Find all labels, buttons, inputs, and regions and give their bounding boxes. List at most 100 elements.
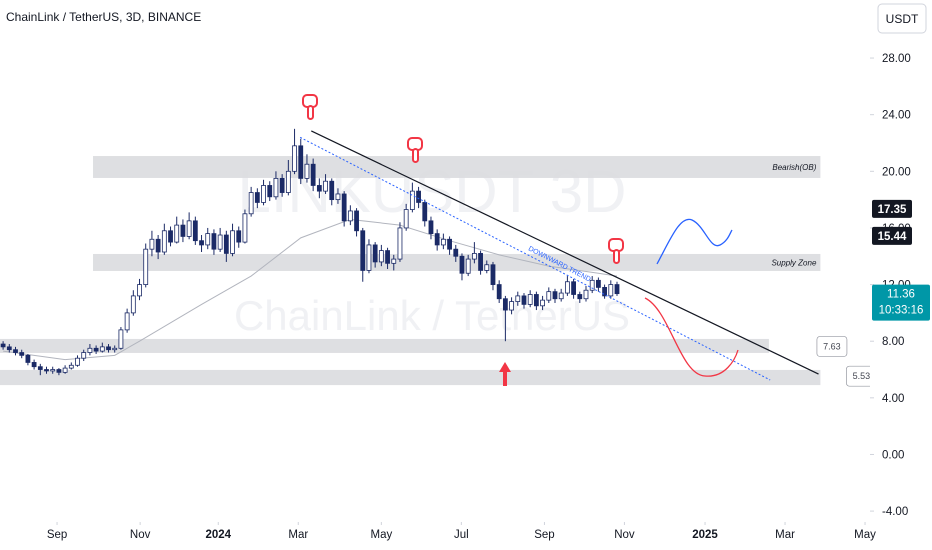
candle-body — [329, 180, 335, 201]
candle-body — [378, 250, 384, 263]
candle-body — [509, 301, 514, 311]
candle-body — [502, 298, 508, 311]
currency-button[interactable] — [877, 3, 927, 34]
candle-body — [205, 233, 211, 246]
x-tick-label: May — [370, 529, 392, 541]
currency[interactable]: USDT — [886, 12, 919, 26]
candle-body — [316, 185, 322, 192]
candle-body — [347, 210, 353, 222]
candle-body — [447, 238, 452, 250]
candle-body — [155, 238, 161, 253]
candle-body — [558, 292, 564, 300]
candle-body — [180, 224, 186, 237]
time-axis-bg — [0, 522, 932, 550]
pointing-hand-icon — [407, 137, 423, 163]
candle-body — [242, 213, 248, 243]
candle-body — [37, 366, 43, 370]
candle-body — [608, 284, 614, 297]
price-marker-box — [872, 226, 912, 245]
countdown: 10:33:16 — [879, 305, 924, 317]
y-tick-label: -4.00 — [882, 506, 908, 518]
candle-body — [149, 238, 155, 250]
candle-body — [471, 253, 477, 260]
x-tick-label: 2025 — [692, 529, 718, 541]
x-tick-label: Jul — [454, 529, 469, 541]
candle-body — [87, 347, 93, 353]
candle-body — [602, 287, 607, 297]
candle-body — [261, 185, 266, 203]
candle-body — [478, 253, 483, 271]
y-tick-label: 0.00 — [882, 449, 904, 461]
candle-body — [68, 364, 74, 369]
range-label: 7.63 — [823, 341, 841, 351]
candle-body — [546, 291, 552, 301]
candle-body — [137, 284, 142, 297]
candle-body — [174, 224, 180, 243]
price-labels: 17.35 15.44 11.36 10:33:16 — [872, 199, 930, 321]
range-label-box — [816, 336, 848, 357]
candle-body — [360, 230, 366, 271]
projections — [644, 218, 739, 377]
price-axis-bg — [870, 0, 932, 550]
candle-body — [62, 367, 68, 373]
last-price-box — [872, 284, 930, 321]
candle-body — [521, 295, 527, 305]
candle-body — [112, 347, 118, 351]
candle-body — [279, 177, 285, 193]
y-tick-label: 8.00 — [882, 336, 904, 348]
candle-body — [391, 258, 397, 264]
candle-body — [366, 244, 372, 271]
candle-body — [515, 295, 521, 302]
x-tick-label: May — [854, 529, 876, 541]
candle-body — [453, 248, 459, 257]
candle-body — [465, 258, 471, 274]
candle-body — [254, 192, 260, 203]
candle-body — [230, 230, 235, 254]
price-marker-box — [872, 199, 912, 218]
x-tick-label: 2024 — [205, 529, 231, 541]
candle-body — [310, 163, 316, 186]
candle-body — [403, 209, 409, 229]
y-tick-label: 20.00 — [882, 166, 911, 178]
pointing-hand-icon — [302, 94, 318, 120]
icons — [302, 94, 624, 386]
x-tick-label: Mar — [775, 529, 795, 541]
zone — [0, 338, 769, 353]
candle-body — [459, 255, 465, 274]
candle-body — [13, 349, 18, 353]
range-label: 5.53 — [853, 371, 871, 381]
zone — [0, 369, 821, 386]
candle-body — [285, 170, 291, 193]
candle-body — [118, 329, 124, 349]
candle-body — [6, 346, 12, 351]
candle-body — [397, 227, 403, 260]
candle-body — [335, 193, 341, 201]
candle-body — [217, 234, 223, 250]
candle-body — [354, 210, 359, 232]
candle-body — [130, 295, 136, 314]
watermark-subtitle: ChainLink / TetherUS — [234, 292, 630, 339]
candle-body — [56, 369, 62, 373]
candle-body — [211, 233, 217, 250]
candle-body — [248, 192, 254, 215]
candles — [0, 128, 620, 376]
zone — [93, 156, 821, 178]
candle-body — [161, 230, 167, 253]
candle-body — [199, 240, 204, 246]
last-price-label: 11.36 — [887, 289, 915, 301]
watermark-layer: LINKUSDT 3D ChainLink / TetherUS — [234, 158, 630, 339]
candle-body — [595, 279, 601, 288]
trendline — [311, 130, 819, 375]
y-tick-label: 4.00 — [882, 393, 904, 405]
candle-body — [267, 185, 273, 198]
bearish-projection — [644, 297, 739, 377]
chart-title: ChainLink / TetherUS, 3D, BINANCE — [6, 10, 201, 24]
candle-body — [323, 180, 328, 192]
candle-body — [409, 190, 415, 210]
price-marker-label: 15.44 — [878, 231, 907, 243]
candle-body — [540, 299, 545, 307]
candle-body — [484, 264, 490, 271]
candle-body — [490, 264, 496, 285]
candle-body — [341, 193, 347, 222]
